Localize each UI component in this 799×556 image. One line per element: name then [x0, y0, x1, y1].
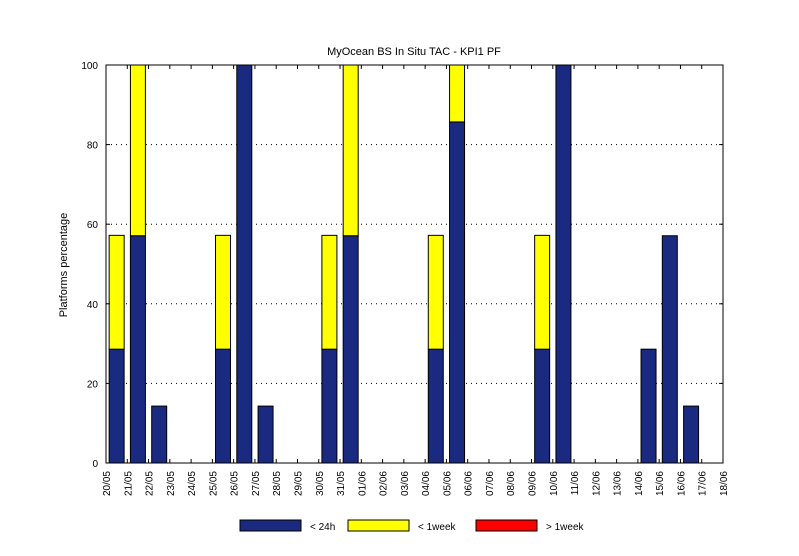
y-tick-label: 60 — [87, 220, 99, 231]
x-tick-label: 21/05 — [123, 471, 134, 496]
x-tick-label: 17/06 — [698, 471, 709, 496]
x-tick-label: 06/06 — [464, 471, 475, 496]
x-tick-label: 10/06 — [549, 471, 560, 496]
bar-segment — [215, 234, 232, 350]
bar-segment — [129, 235, 146, 464]
bar-segment — [129, 64, 146, 237]
y-tick-label: 20 — [87, 379, 99, 390]
legend: < 24h < 1week > 1week — [239, 519, 585, 533]
x-tick-label: 07/06 — [485, 471, 496, 496]
bar-segment — [321, 348, 338, 464]
x-tick-label: 01/06 — [357, 471, 368, 496]
x-tick-label: 05/06 — [442, 471, 453, 496]
x-tick-label: 27/05 — [251, 471, 262, 496]
bar-segment — [215, 348, 232, 464]
legend-label: < 24h — [310, 522, 335, 533]
x-axis-ticks: 20/05 21/05 22/05 23/05 24/05 25/05 26/05 27/05… — [102, 65, 730, 496]
bar-segment — [108, 234, 125, 350]
bar-segment — [321, 234, 338, 350]
x-tick-label: 20/05 — [102, 471, 113, 496]
x-tick-label: 12/06 — [591, 471, 602, 496]
legend-swatch — [239, 519, 302, 532]
bar-segment — [108, 348, 125, 464]
x-tick-label: 23/05 — [166, 471, 177, 496]
bar-segment — [427, 234, 444, 350]
legend-label: < 1week — [418, 522, 457, 533]
y-axis-label: Platforms percentage — [58, 213, 70, 318]
x-tick-label: 22/05 — [145, 471, 156, 496]
x-tick-label: 15/06 — [655, 471, 666, 496]
grid-lines — [106, 144, 723, 384]
bar-segment — [257, 405, 274, 464]
x-tick-label: 28/05 — [272, 471, 283, 496]
bar-segment — [640, 348, 657, 464]
x-tick-label: 04/06 — [421, 471, 432, 496]
y-tick-label: 100 — [81, 61, 98, 72]
y-tick-label: 0 — [92, 459, 98, 470]
bar-segment — [555, 64, 572, 464]
x-tick-label: 02/06 — [379, 471, 390, 496]
bar-segment — [449, 64, 466, 123]
x-tick-label: 26/05 — [230, 471, 241, 496]
bar-segment — [427, 348, 444, 464]
x-tick-label: 03/06 — [400, 471, 411, 496]
x-tick-label: 08/06 — [506, 471, 517, 496]
bar-segment — [661, 235, 678, 464]
chart-title: MyOcean BS In Situ TAC - KPI1 PF — [327, 46, 501, 58]
x-tick-label: 31/05 — [336, 471, 347, 496]
bar-segment — [342, 235, 359, 464]
x-tick-label: 30/05 — [315, 471, 326, 496]
legend-swatch — [347, 519, 410, 532]
bar-segment — [683, 405, 700, 464]
x-tick-label: 18/06 — [719, 471, 730, 496]
x-tick-label: 09/06 — [528, 471, 539, 496]
y-tick-label: 40 — [87, 300, 99, 311]
x-tick-label: 25/05 — [208, 471, 219, 496]
plot-frame — [105, 64, 724, 464]
bar-segment — [534, 348, 551, 464]
x-tick-label: 16/06 — [676, 471, 687, 496]
bars — [108, 64, 700, 464]
y-tick-label: 80 — [87, 141, 99, 152]
bar-segment — [151, 405, 168, 464]
bar-segment — [236, 64, 253, 464]
x-tick-label: 13/06 — [613, 471, 624, 496]
x-tick-label: 24/05 — [187, 471, 198, 496]
legend-label: > 1week — [546, 522, 585, 533]
bar-segment — [449, 121, 466, 464]
legend-swatch — [475, 519, 538, 532]
y-axis-ticks: 0 20 40 60 80 100 — [81, 61, 723, 470]
x-tick-label: 11/06 — [570, 471, 581, 496]
x-tick-label: 29/05 — [293, 471, 304, 496]
x-tick-label: 14/06 — [634, 471, 645, 496]
bar-segment — [534, 234, 551, 350]
bar-segment — [342, 64, 359, 237]
